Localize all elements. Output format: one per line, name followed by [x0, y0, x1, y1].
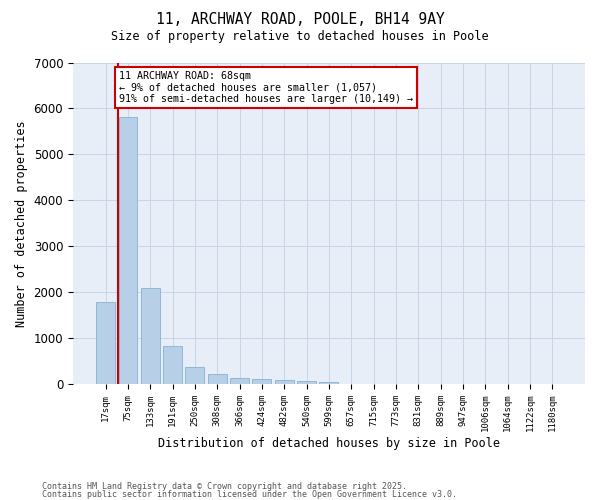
Y-axis label: Number of detached properties: Number of detached properties [15, 120, 28, 326]
Bar [141, 288, 160, 384]
Text: 11 ARCHWAY ROAD: 68sqm
← 9% of detached houses are smaller (1,057)
91% of semi-d: 11 ARCHWAY ROAD: 68sqm ← 9% of detached … [119, 71, 413, 104]
Bar [253, 379, 271, 384]
Text: 11, ARCHWAY ROAD, POOLE, BH14 9AY: 11, ARCHWAY ROAD, POOLE, BH14 9AY [155, 12, 445, 28]
Bar [275, 380, 294, 384]
Bar [185, 367, 205, 384]
Bar [297, 381, 316, 384]
X-axis label: Distribution of detached houses by size in Poole: Distribution of detached houses by size … [158, 437, 500, 450]
Bar [119, 116, 137, 384]
Bar [208, 374, 227, 384]
Bar [230, 378, 249, 384]
Bar [96, 302, 115, 384]
Bar [319, 382, 338, 384]
Text: Contains public sector information licensed under the Open Government Licence v3: Contains public sector information licen… [42, 490, 457, 499]
Bar [163, 346, 182, 384]
Text: Contains HM Land Registry data © Crown copyright and database right 2025.: Contains HM Land Registry data © Crown c… [42, 482, 407, 491]
Text: Size of property relative to detached houses in Poole: Size of property relative to detached ho… [111, 30, 489, 43]
